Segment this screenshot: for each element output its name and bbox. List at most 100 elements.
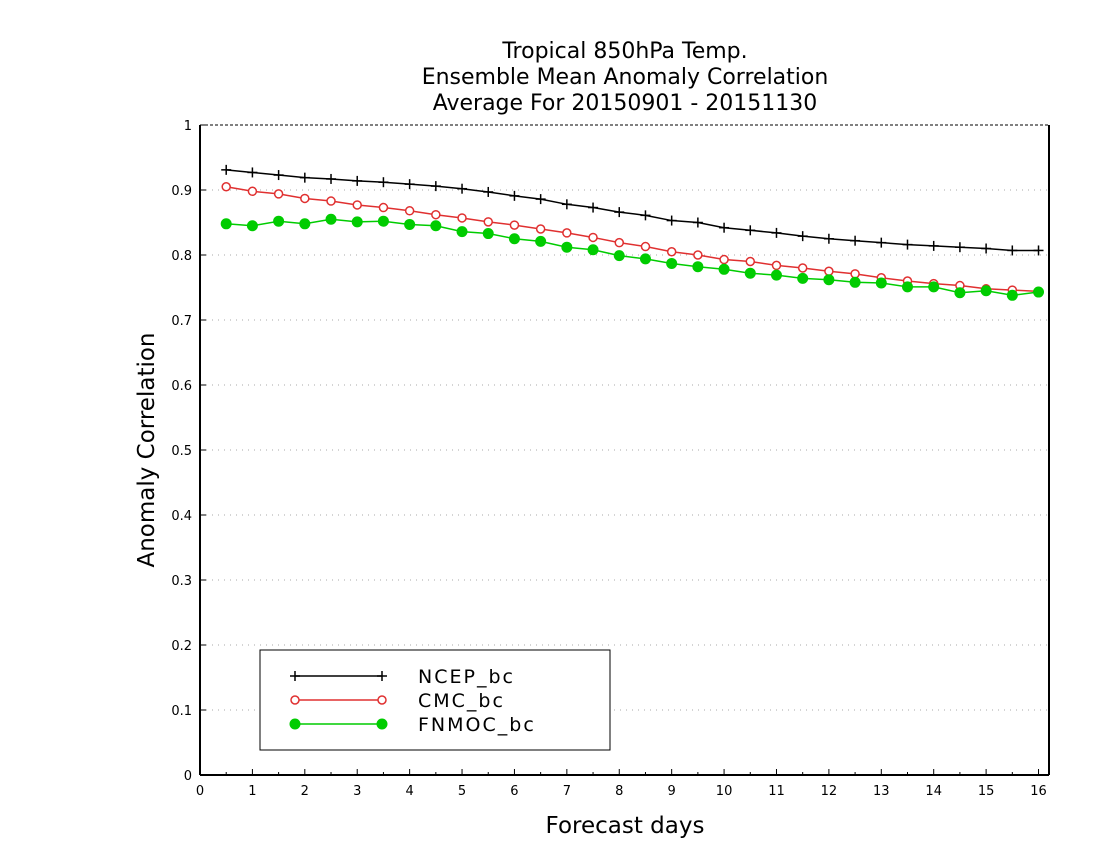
- data-point-ncep-bc: [457, 183, 468, 194]
- x-tick-label: 11: [768, 784, 785, 799]
- data-point-ncep-bc: [928, 240, 939, 251]
- data-point-ncep-bc: [745, 225, 756, 236]
- x-tick-label: 1: [248, 784, 256, 799]
- y-tick-label: 0.7: [171, 314, 192, 329]
- legend-marker-fnmoc-bc: [289, 718, 301, 730]
- series-line-ncep-bc: [226, 169, 1039, 252]
- data-point-fnmoc-bc: [613, 250, 625, 262]
- series-layer: [220, 164, 1045, 301]
- series-fnmoc-bc: [220, 213, 1045, 301]
- data-point-ncep-bc: [981, 243, 992, 254]
- data-point-cmc-bc: [850, 269, 860, 279]
- data-point-cmc-bc: [509, 220, 520, 230]
- y-tick-label: 0.8: [171, 249, 192, 264]
- data-point-fnmoc-bc: [770, 269, 782, 281]
- data-point-cmc-bc: [326, 196, 336, 206]
- data-point-cmc-bc: [431, 209, 441, 220]
- y-tick-label: 0: [184, 769, 192, 784]
- data-point-fnmoc-bc: [299, 218, 311, 230]
- data-point-ncep-bc: [247, 167, 258, 178]
- data-point-fnmoc-bc: [692, 261, 704, 273]
- data-point-cmc-bc: [588, 232, 598, 243]
- data-point-cmc-bc: [797, 263, 808, 273]
- grid: [200, 189, 1049, 711]
- data-point-ncep-bc: [352, 175, 363, 186]
- series-line-fnmoc-bc: [226, 218, 1039, 297]
- data-point-fnmoc-bc: [954, 287, 966, 299]
- legend-marker-fnmoc-bc: [376, 718, 388, 730]
- data-point-cmc-bc: [300, 193, 310, 204]
- data-point-ncep-bc: [719, 222, 730, 233]
- data-point-fnmoc-bc: [902, 281, 913, 293]
- data-point-fnmoc-bc: [508, 233, 520, 245]
- data-point-fnmoc-bc: [220, 218, 232, 230]
- data-point-ncep-bc: [666, 215, 677, 226]
- x-tick-label: 4: [405, 784, 413, 799]
- x-tick-label: 5: [458, 784, 466, 799]
- data-point-ncep-bc: [221, 164, 232, 175]
- data-point-ncep-bc: [509, 190, 520, 201]
- data-point-ncep-bc: [535, 194, 546, 205]
- x-tick-label: 16: [1030, 784, 1047, 799]
- data-point-fnmoc-bc: [456, 226, 468, 238]
- y-tick-label: 0.9: [171, 184, 192, 199]
- data-point-fnmoc-bc: [823, 274, 835, 286]
- data-point-fnmoc-bc: [928, 281, 940, 293]
- data-point-ncep-bc: [404, 179, 415, 190]
- data-point-fnmoc-bc: [639, 253, 651, 265]
- y-tick-label: 0.6: [171, 379, 192, 394]
- data-point-fnmoc-bc: [666, 257, 678, 269]
- data-point-cmc-bc: [247, 186, 258, 197]
- data-point-ncep-bc: [561, 199, 572, 210]
- data-point-cmc-bc: [824, 266, 834, 276]
- data-point-ncep-bc: [614, 207, 625, 218]
- chart-title-line-2: Ensemble Mean Anomaly Correlation: [422, 65, 829, 90]
- legend-entry-ncep-bc: NCEP_bc: [290, 666, 515, 688]
- y-tick-label: 0.4: [171, 509, 192, 524]
- data-point-fnmoc-bc: [587, 244, 599, 256]
- data-point-fnmoc-bc: [849, 276, 861, 288]
- data-point-ncep-bc: [823, 233, 834, 244]
- x-tick-label: 3: [353, 784, 361, 799]
- data-point-cmc-bc: [457, 213, 467, 223]
- data-point-cmc-bc: [273, 189, 284, 199]
- y-tick-label: 1: [184, 119, 192, 134]
- data-point-fnmoc-bc: [246, 220, 258, 232]
- x-tick-label: 0: [196, 784, 204, 799]
- x-tick-label: 6: [510, 784, 518, 799]
- chart-title: Tropical 850hPa Temp. Ensemble Mean Anom…: [422, 39, 829, 116]
- data-point-fnmoc-bc: [1033, 286, 1045, 298]
- legend-entry-fnmoc-bc: FNMOC_bc: [289, 714, 534, 736]
- x-tick-label: 12: [821, 784, 838, 799]
- data-point-fnmoc-bc: [718, 263, 730, 275]
- chart-title-line-3: Average For 20150901 - 20151130: [433, 91, 818, 116]
- data-point-cmc-bc: [404, 206, 415, 216]
- chart-title-line-1: Tropical 850hPa Temp.: [501, 39, 747, 64]
- data-point-ncep-bc: [954, 242, 965, 253]
- x-tick-label: 15: [978, 784, 995, 799]
- data-point-ncep-bc: [850, 235, 861, 246]
- x-axis-label: Forecast days: [546, 813, 705, 839]
- data-point-cmc-bc: [666, 247, 677, 257]
- legend-marker-ncep-bc: [290, 671, 300, 681]
- y-tick-label: 0.1: [171, 704, 192, 719]
- data-point-ncep-bc: [273, 170, 284, 181]
- data-point-fnmoc-bc: [325, 213, 337, 225]
- data-point-cmc-bc: [483, 217, 493, 227]
- data-point-cmc-bc: [221, 182, 231, 192]
- legend-label-cmc-bc: CMC_bc: [418, 690, 505, 712]
- data-point-cmc-bc: [352, 200, 362, 210]
- data-point-fnmoc-bc: [561, 241, 573, 253]
- data-point-ncep-bc: [692, 217, 703, 228]
- data-point-ncep-bc: [771, 227, 782, 238]
- data-point-ncep-bc: [1007, 245, 1018, 256]
- x-tick-label: 14: [925, 784, 942, 799]
- data-point-fnmoc-bc: [273, 215, 285, 227]
- legend-label-ncep-bc: NCEP_bc: [418, 666, 515, 688]
- data-point-cmc-bc: [745, 256, 756, 267]
- data-point-fnmoc-bc: [377, 215, 389, 227]
- data-point-fnmoc-bc: [875, 277, 887, 289]
- data-point-ncep-bc: [326, 173, 337, 184]
- data-point-cmc-bc: [614, 237, 625, 248]
